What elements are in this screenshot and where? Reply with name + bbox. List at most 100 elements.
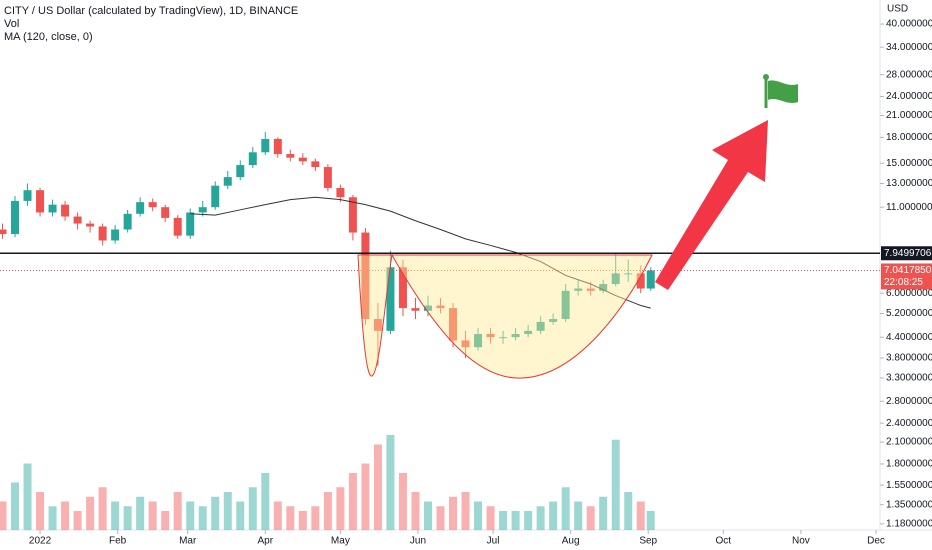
candle-body [411, 308, 420, 311]
volume-bar [123, 506, 132, 530]
candle-body [586, 288, 595, 291]
candle-body [561, 290, 570, 320]
y-tick-label: 1.5500000 [886, 480, 932, 491]
candle-body [111, 229, 120, 241]
volume-bar [411, 492, 420, 530]
candle-body [599, 284, 608, 291]
volume-bar [398, 473, 407, 530]
y-tick-label: 3.8000000 [886, 353, 932, 364]
candle-body [86, 223, 95, 227]
candle-body [36, 190, 45, 213]
candle-body [61, 204, 70, 217]
candle-body [646, 270, 655, 289]
volume-bar [286, 506, 295, 530]
volume-bar [348, 473, 357, 530]
candle-body [336, 187, 345, 198]
candle-body [11, 200, 20, 235]
x-tick-label: 2022 [29, 536, 52, 547]
volume-bar [599, 496, 608, 530]
x-tick-label: Apr [258, 536, 274, 547]
volume-bar [223, 492, 232, 530]
x-tick-label: May [331, 536, 350, 547]
volume-bar [646, 511, 655, 530]
y-tick-label: 1.8000000 [886, 459, 932, 470]
y-tick-label: 1.1800000 [886, 518, 932, 529]
candle-body [261, 138, 270, 153]
volume-bar [499, 511, 508, 530]
volume-bar [248, 487, 257, 530]
y-tick-label: 40.0000000 [886, 19, 932, 30]
volume-bar [561, 487, 570, 530]
volume-bar [386, 435, 395, 530]
candle-body [136, 202, 145, 214]
x-tick-label: Feb [109, 536, 127, 547]
currency: USD [887, 4, 908, 15]
x-tick-label: Oct [716, 536, 732, 547]
candle-body [461, 340, 470, 348]
candle-body [311, 161, 320, 168]
candle-body [236, 165, 245, 178]
candle-body [524, 330, 533, 334]
candle-body [186, 212, 195, 236]
volume-bar [636, 501, 645, 530]
volume-bar [624, 492, 633, 530]
flag-knob [763, 74, 769, 80]
volume-bar [86, 496, 95, 530]
x-tick-label: Aug [562, 536, 580, 547]
candle-body [574, 288, 583, 291]
y-tick-label: 2.4000000 [886, 418, 932, 429]
candle-body [161, 207, 170, 218]
volume-bar [186, 501, 195, 530]
candle-body [0, 229, 7, 235]
y-tick-label: 4.4000000 [886, 332, 932, 343]
volume-bar [173, 492, 182, 530]
x-tick-label: Jun [410, 536, 426, 547]
volume-bar [336, 487, 345, 530]
candle-body [248, 152, 257, 166]
volume-bar [549, 501, 558, 530]
volume-bar [98, 487, 107, 530]
y-tick-label: 3.3000000 [886, 373, 932, 384]
ma-legend: MA (120, close, 0) [4, 31, 93, 43]
y-tick-label: 2.8000000 [886, 396, 932, 407]
volume-bar [211, 496, 220, 530]
y-tick-label: 18.0000000 [886, 132, 932, 143]
volume-bar [461, 492, 470, 530]
y-tick-label: 24.0000000 [886, 91, 932, 102]
x-tick-label: Dec [867, 536, 885, 547]
y-tick-label: 15.0000000 [886, 158, 932, 169]
volume-bar [449, 496, 458, 530]
volume-bar [73, 511, 82, 530]
volume-bar [61, 501, 70, 530]
x-tick-label: Mar [179, 536, 197, 547]
volume-bar [298, 511, 307, 530]
y-tick-label: 34.0000000 [886, 42, 932, 53]
candle-body [148, 202, 157, 208]
candle-body [323, 167, 332, 188]
candle-body [486, 333, 495, 338]
volume-bar [273, 501, 282, 530]
volume-bar [261, 473, 270, 530]
candle-body [348, 197, 357, 233]
candle-body [223, 177, 232, 186]
volume-bar [574, 501, 583, 530]
flag [768, 80, 798, 103]
volume-bar [36, 492, 45, 530]
candle-body [173, 217, 182, 236]
x-tick-label: Jul [487, 536, 500, 547]
candle-body [611, 273, 620, 285]
ma-line [190, 196, 651, 309]
y-tick-label: 21.0000000 [886, 110, 932, 121]
last-price-label: 7.0417850 [884, 265, 932, 276]
volume-bar [236, 501, 245, 530]
candle-body [436, 305, 445, 309]
volume-bar [48, 506, 57, 530]
candle-body [398, 267, 407, 309]
volume-bar [198, 506, 207, 530]
volume-bar [136, 496, 145, 530]
volume-bar [161, 511, 170, 530]
candle-body [98, 226, 107, 241]
x-tick-label: Sep [639, 536, 657, 547]
candle-body [286, 154, 295, 158]
candle-body [499, 337, 508, 339]
